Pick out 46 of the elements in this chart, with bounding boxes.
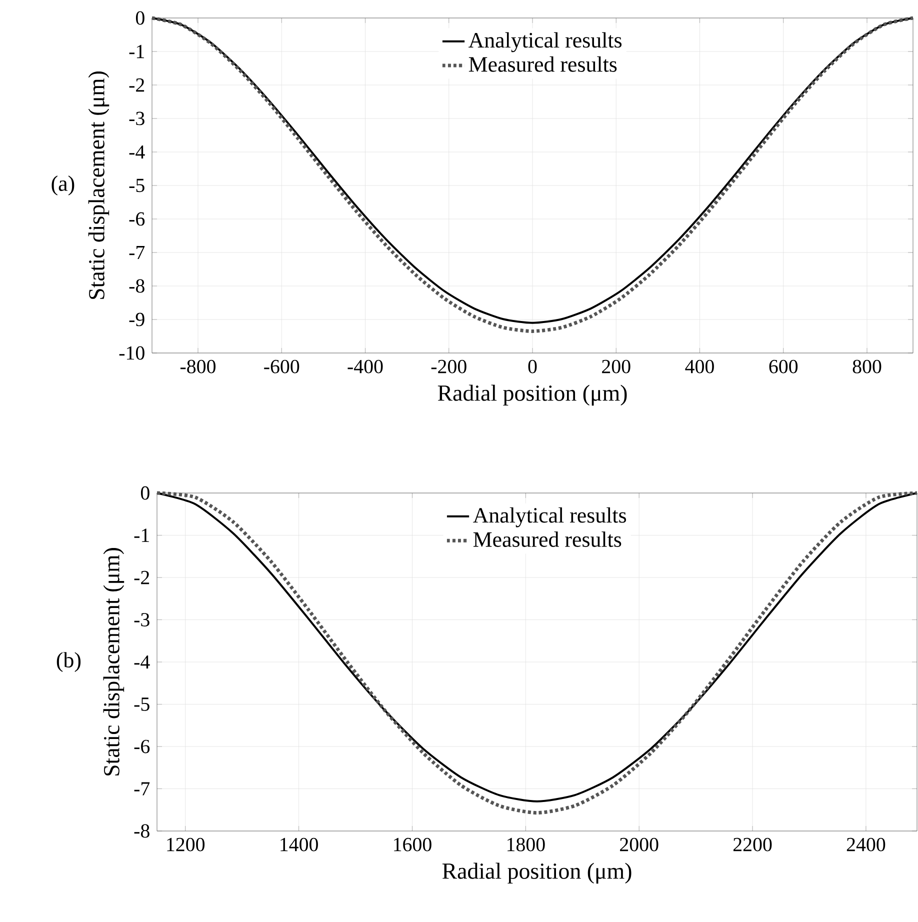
y-axis-title: Static displacement (μm) [88,72,110,299]
y-tick-label: 0 [136,11,144,25]
y-tick-label: -2 [134,570,150,584]
y-tick-label: -3 [134,613,150,626]
y-tick-label: -7 [129,246,145,260]
x-tick-label: 1200 [167,838,205,852]
y-tick-label: 0 [140,486,150,500]
legend-label: Measured results [473,532,622,547]
x-tick-label: 2200 [733,838,772,852]
y-tick-label: -10 [119,346,144,360]
y-tick-label: -4 [134,655,150,669]
x-tick-label: -200 [431,360,466,374]
y-tick-label: -1 [129,44,144,58]
x-tick-label: -800 [180,360,216,374]
y-tick-label: -5 [134,698,150,711]
x-tick-label: 1400 [280,838,318,852]
y-tick-label: -1 [134,528,149,542]
x-tick-label: 600 [769,360,798,374]
x-axis-title: Radial position (μm) [442,862,632,884]
y-tick-label: -2 [129,78,144,92]
x-tick-label: -600 [264,360,300,374]
y-tick-label: -6 [129,212,145,226]
x-tick-label: 1800 [507,838,545,852]
y-tick-label: -9 [129,312,144,326]
y-tick-label: -3 [129,112,144,126]
y-tick-label: -4 [129,145,145,159]
x-axis-title: Radial position (μm) [438,384,627,406]
text: (b) [56,652,81,672]
legend-label: Measured results [468,56,617,72]
text: (a) [52,176,74,196]
legend-label: Analytical results [468,32,622,52]
x-tick-label: 0 [528,360,537,374]
y-tick-label: -8 [134,824,150,838]
y-axis-title: Static displacement (μm) [103,548,124,776]
y-tick-label: -8 [129,279,144,293]
x-tick-label: 2400 [846,838,886,852]
y-tick-label: -5 [129,178,144,192]
legend-label: Analytical results [473,507,626,528]
y-tick-label: -6 [134,740,150,754]
x-tick-label: 400 [685,360,714,374]
x-tick-label: 200 [602,360,630,374]
y-tick-label: -7 [134,782,150,796]
x-tick-label: 2000 [620,838,658,852]
x-tick-label: -400 [348,360,383,374]
x-tick-label: 1600 [394,838,432,852]
x-tick-label: 800 [852,360,882,374]
